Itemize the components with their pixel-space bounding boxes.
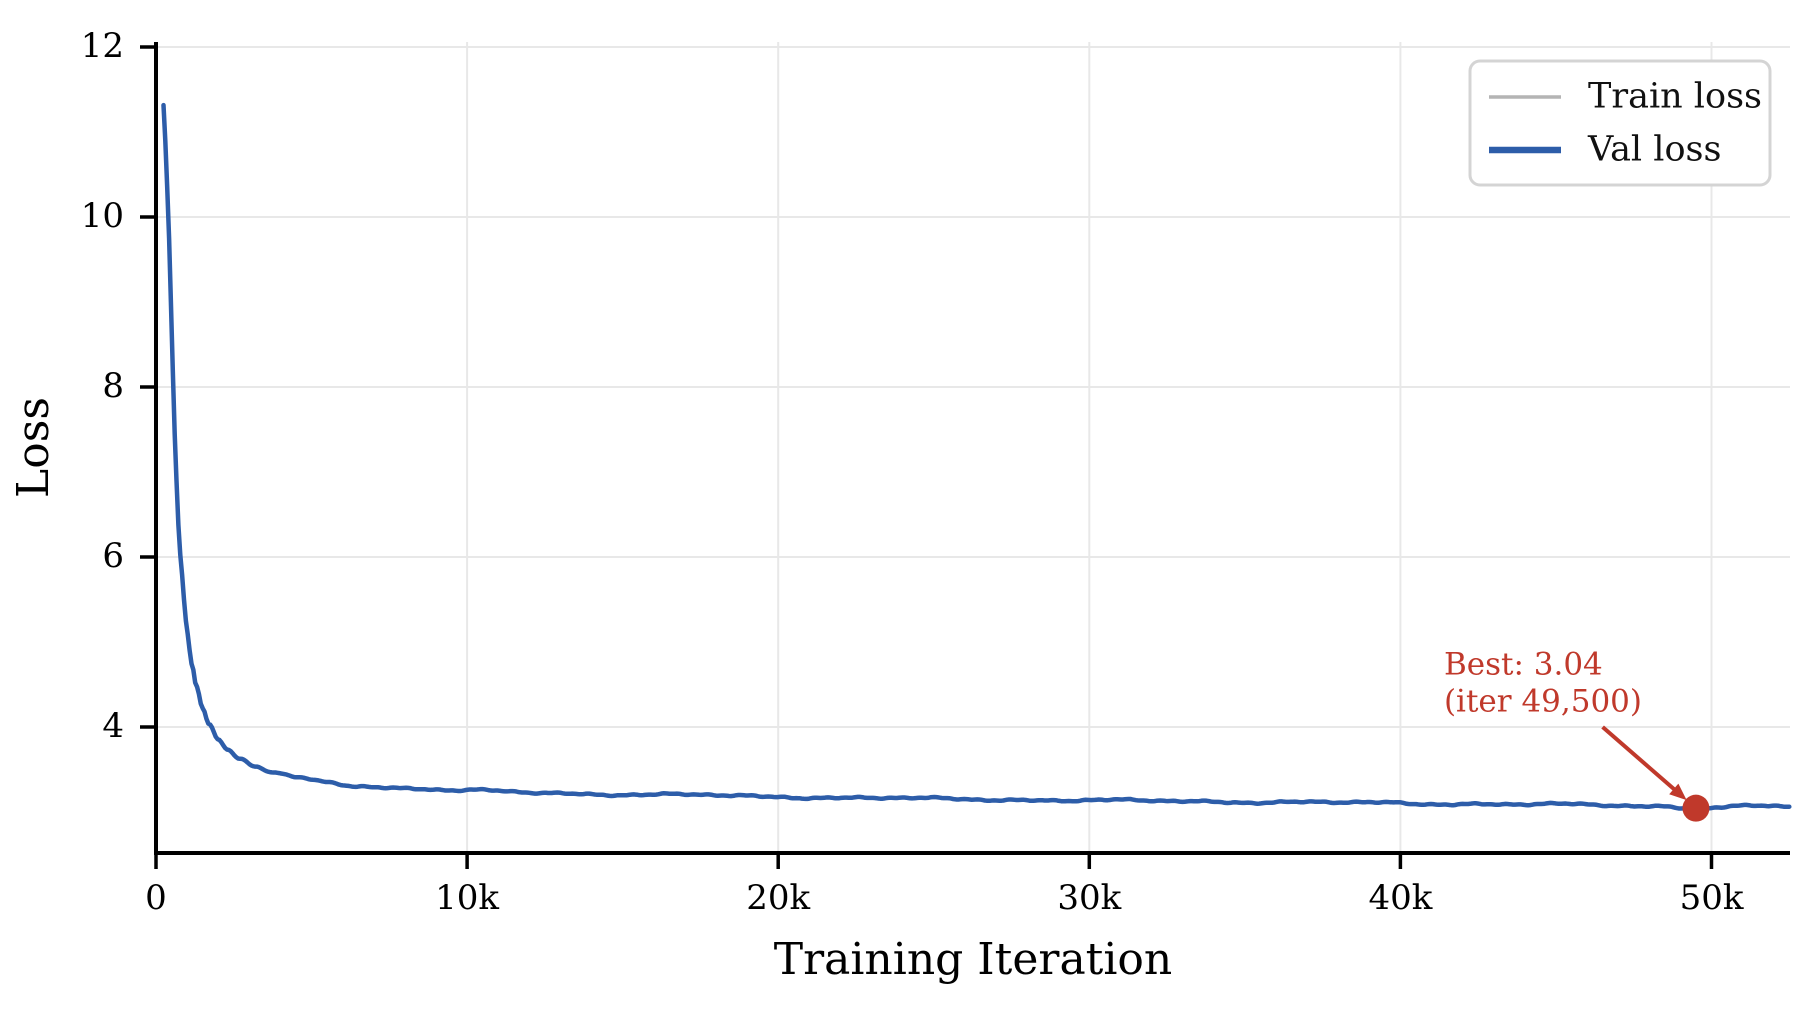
y-axis-label: Loss [8,397,59,498]
x-tick-label-40k: 40k [1368,878,1432,918]
y-tick-label-4: 4 [102,706,124,746]
y-tick-label-12: 12 [81,26,124,66]
annotation-text-line-2: (iter 49,500) [1444,683,1642,719]
x-axis-label: Training Iteration [774,934,1173,985]
legend-label-val: Val loss [1587,130,1721,170]
legend-box [1468,59,1772,187]
val-loss-curve [161,102,1792,812]
y-tick-label-6: 6 [102,536,124,576]
y-tick-label-8: 8 [102,366,124,406]
legend-label-train: Train loss [1588,77,1762,117]
annotation-text-line-1: Best: 3.04 [1444,646,1603,682]
y-tick-label-10: 10 [81,196,124,236]
x-tick-label-50k: 50k [1680,878,1744,918]
best-point-marker [1682,794,1710,822]
annotation-arrow-line [1601,725,1681,795]
annotation-arrow-head [1669,783,1687,801]
x-tick-label-30k: 30k [1057,878,1121,918]
x-tick-label-20k: 20k [746,878,810,918]
x-tick-label-10k: 10k [435,878,499,918]
x-tick-label-0: 0 [145,878,167,918]
